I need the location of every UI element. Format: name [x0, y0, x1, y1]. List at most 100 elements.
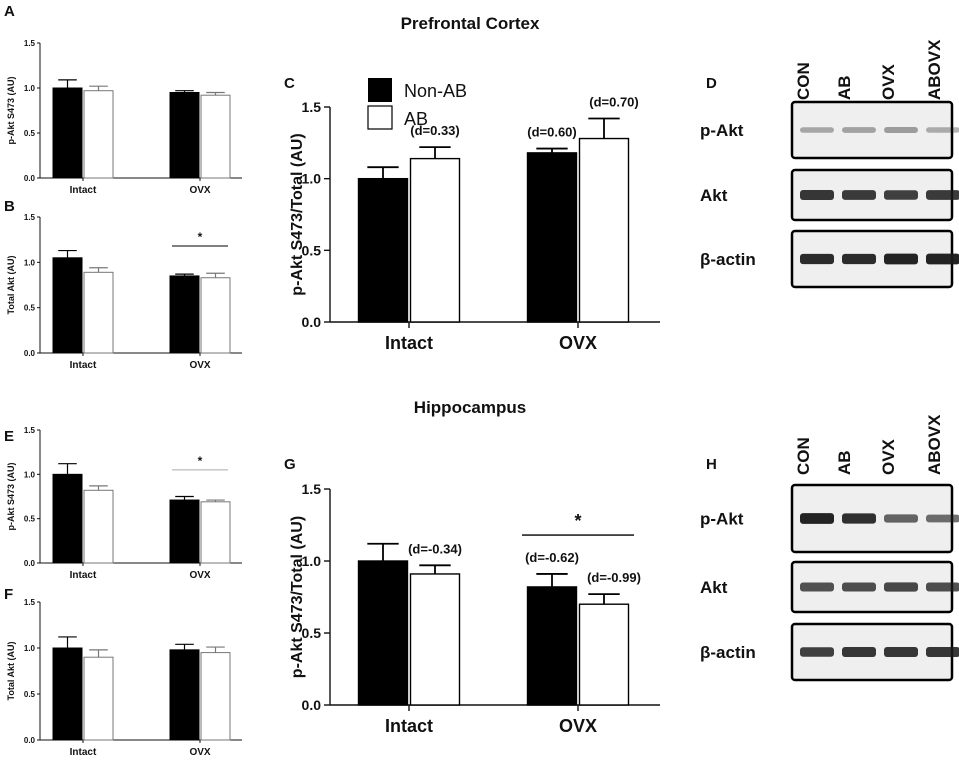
blot-lane-label: ABOVX	[925, 414, 944, 475]
blot-band	[926, 582, 959, 592]
panel-letter: B	[4, 198, 15, 215]
blot-band	[926, 514, 959, 523]
legend-label-ab: AB	[404, 109, 428, 129]
chart-panel-e: E 0.0 0.5 1.0 1.5 p-Akt S473 (AU) Intact OVX *	[4, 426, 242, 581]
legend-swatch-non-ab	[368, 78, 392, 102]
chart-panel-f: F 0.0 0.5 1.0 1.5 Total Akt (AU) Intact OVX	[4, 586, 242, 758]
x-category-label: OVX	[189, 747, 210, 758]
blot-band	[926, 127, 959, 133]
legend-label-non-ab: Non-AB	[404, 81, 467, 101]
blot-band	[884, 127, 918, 133]
chart-panel-g: G 0.0 0.5 1.0 1.5 p-Akt S473/Total (AU) Intact…	[284, 456, 660, 736]
y-tick-label: 1.0	[24, 644, 36, 653]
y-axis-label: p-Akt S473 (AU)	[6, 462, 16, 530]
blot-band	[884, 190, 918, 200]
blot-band	[842, 582, 876, 592]
blot-band	[884, 647, 918, 657]
blot-band	[926, 647, 959, 657]
x-category-label: OVX	[189, 360, 210, 371]
effect-size-label: (d=-0.62)	[525, 550, 579, 565]
blot-lane-label: AB	[835, 75, 854, 100]
chart-panel-c: C 0.0 0.5 1.0 1.5 p-Akt S473/Total (AU) Intact…	[284, 75, 660, 353]
effect-size-label: (d=0.70)	[589, 94, 639, 109]
y-tick-label: 0.5	[24, 129, 36, 138]
bar-non-ab-intact	[52, 87, 83, 179]
y-tick-label: 0.5	[24, 304, 36, 313]
blot-band	[842, 127, 876, 133]
effect-size-label: (d=-0.34)	[408, 541, 462, 556]
bar-non-ab-ovx	[169, 275, 200, 354]
y-tick-label: 1.5	[24, 213, 36, 222]
blot-band	[926, 190, 959, 200]
legend: Non-AB AB	[367, 78, 467, 130]
blot-row-label: p-Akt	[700, 510, 744, 529]
y-axis-label: p-Akt S473 (AU)	[6, 76, 16, 144]
panel-letter: A	[4, 3, 15, 20]
y-tick-label: 1.0	[24, 84, 36, 93]
y-tick-label: 0.5	[302, 625, 322, 641]
blot-band	[884, 253, 918, 265]
bar-ab-intact	[409, 157, 461, 323]
blot-band	[800, 647, 834, 657]
bar-ab-ovx	[578, 137, 630, 323]
blot-band	[842, 190, 876, 200]
blot-row-label: p-Akt	[700, 121, 744, 140]
x-category-label: Intact	[70, 185, 97, 196]
bar-ab-intact	[83, 489, 114, 564]
bar-ab-ovx	[200, 652, 231, 741]
blot-lane-label: CON	[794, 62, 813, 100]
blot-lane-label: OVX	[879, 438, 898, 475]
y-axis-label: p-Akt S473/Total (AU)	[289, 516, 306, 678]
bar-non-ab-ovx	[526, 152, 578, 323]
blot-row-label: Akt	[700, 578, 728, 597]
bar-non-ab-ovx	[169, 499, 200, 564]
y-tick-label: 1.5	[24, 426, 36, 435]
x-category-label: Intact	[70, 570, 97, 581]
panel-letter: C	[284, 75, 295, 92]
blot-row-label: Akt	[700, 186, 728, 205]
blot-lane-label: AB	[835, 450, 854, 475]
panel-letter: G	[284, 456, 296, 473]
y-tick-label: 0.0	[24, 559, 36, 568]
y-tick-label: 0.0	[24, 736, 36, 745]
section-title-hippocampus: Hippocampus	[414, 398, 526, 417]
bar-non-ab-intact	[357, 560, 409, 706]
panel-letter: F	[4, 586, 13, 603]
x-category-label: Intact	[70, 747, 97, 758]
x-category-label: Intact	[385, 333, 433, 353]
y-axis-label: Total Akt (AU)	[6, 642, 16, 701]
bar-non-ab-intact	[52, 647, 83, 741]
y-tick-label: 0.5	[24, 690, 36, 699]
y-tick-label: 0.0	[302, 697, 322, 713]
blot-band	[842, 253, 876, 265]
y-tick-label: 1.0	[24, 258, 36, 267]
y-axis-label: Total Akt (AU)	[6, 256, 16, 315]
panel-letter: H	[706, 456, 717, 473]
significance-star: *	[574, 511, 581, 531]
bar-non-ab-intact	[52, 257, 83, 354]
significance-star: *	[198, 454, 203, 468]
bar-non-ab-intact	[52, 473, 83, 564]
effect-size-label: (d=0.33)	[410, 123, 460, 138]
bar-ab-ovx	[200, 277, 231, 354]
x-category-label: OVX	[189, 570, 210, 581]
blot-lane-label: OVX	[879, 63, 898, 100]
bar-non-ab-intact	[357, 177, 409, 323]
bar-non-ab-ovx	[169, 92, 200, 179]
y-tick-label: 1.5	[24, 598, 36, 607]
y-tick-label: 1.5	[302, 481, 322, 497]
significance-star: *	[198, 230, 203, 244]
y-axis-label: p-Akt S473/Total (AU)	[289, 133, 306, 295]
blot-lane-label: CON	[794, 437, 813, 475]
bar-non-ab-ovx	[526, 586, 578, 706]
x-category-label: OVX	[189, 185, 210, 196]
y-tick-label: 1.0	[302, 171, 322, 187]
blot-lane-label: ABOVX	[925, 39, 944, 100]
bar-ab-intact	[83, 656, 114, 741]
effect-size-label: (d=0.60)	[527, 125, 577, 140]
bar-ab-intact	[83, 90, 114, 179]
blot-band	[884, 582, 918, 592]
blot-band	[842, 647, 876, 657]
